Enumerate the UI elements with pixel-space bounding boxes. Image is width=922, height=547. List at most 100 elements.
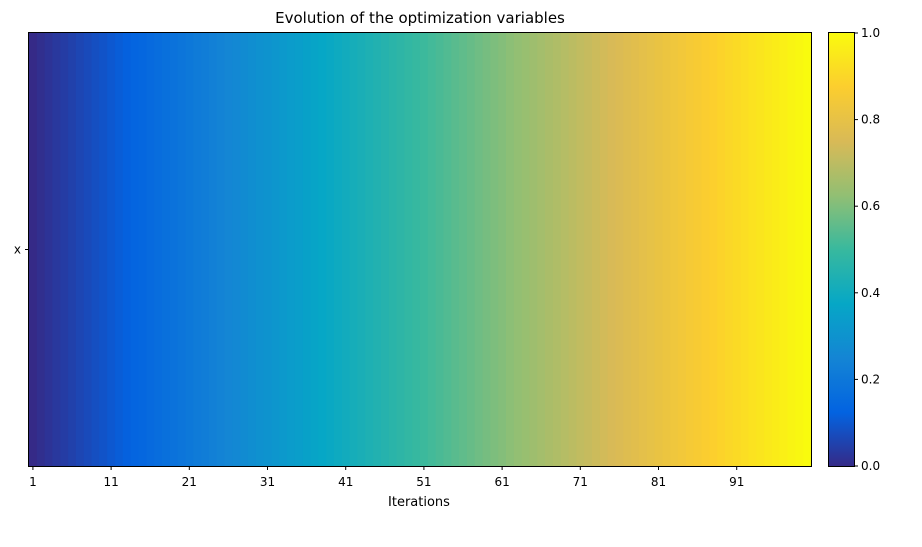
heatmap-cell xyxy=(44,33,54,466)
heatmap-cell xyxy=(756,33,765,466)
y-axis-ticks: x xyxy=(14,243,29,257)
heatmap-cell xyxy=(287,33,296,466)
heatmap-cell xyxy=(146,33,155,466)
heatmap-cell xyxy=(693,33,703,466)
x-tick-label: 31 xyxy=(260,475,275,489)
heatmap-cell xyxy=(685,33,695,466)
heatmap-cell xyxy=(185,33,194,466)
heatmap-cell xyxy=(388,33,398,466)
heatmap-cell xyxy=(216,33,226,466)
x-tick-label: 21 xyxy=(182,475,197,489)
colorbar-tick-label: 0.0 xyxy=(861,459,880,473)
heatmap-cell xyxy=(60,33,69,466)
heatmap-cell xyxy=(513,33,523,466)
heatmap-cell xyxy=(396,33,405,466)
heatmap-cell xyxy=(537,33,546,466)
heatmap-cell xyxy=(333,33,343,466)
heatmap-cell xyxy=(568,33,577,466)
x-axis-label: Iterations xyxy=(388,495,450,510)
x-tick-label: 41 xyxy=(338,475,353,489)
heatmap-cell xyxy=(255,33,265,466)
y-tick-label: x xyxy=(14,243,21,257)
x-tick-label: 1 xyxy=(29,475,37,489)
x-tick-label: 81 xyxy=(651,475,666,489)
heatmap-cell xyxy=(552,33,562,466)
heatmap-cell xyxy=(545,33,554,466)
heatmap-cell xyxy=(451,33,460,466)
x-tick-label: 51 xyxy=(416,475,431,489)
heatmap-cell xyxy=(412,33,421,466)
heatmap-cell xyxy=(154,33,163,466)
heatmap-cell xyxy=(740,33,750,466)
x-tick-label: 61 xyxy=(494,475,509,489)
colorbar-tick-label: 0.8 xyxy=(861,113,880,127)
heatmap-cell xyxy=(521,33,531,466)
heatmap-cell xyxy=(646,33,656,466)
heatmap-cell xyxy=(795,33,804,466)
heatmap-cell xyxy=(771,33,781,466)
heatmap-cell xyxy=(709,33,718,466)
colorbar xyxy=(828,32,855,467)
heatmap-cell xyxy=(365,33,374,466)
heatmap-cell xyxy=(91,33,100,466)
heatmap-cell xyxy=(373,33,382,466)
heatmap-cell xyxy=(294,33,304,466)
heatmap-cell xyxy=(302,33,312,466)
heatmap-cell xyxy=(459,33,468,466)
x-tick-label: 71 xyxy=(573,475,588,489)
heatmap-cell xyxy=(99,33,108,466)
heatmap-cell xyxy=(29,33,38,466)
heatmap-cell xyxy=(474,33,484,466)
heatmap-cell xyxy=(607,33,617,466)
heatmap-cell xyxy=(130,33,140,466)
colorbar-ticks: 0.0 0.2 0.4 0.6 0.8 1.0 xyxy=(854,26,880,473)
heatmap-cell xyxy=(498,33,507,466)
heatmap-cell xyxy=(115,33,124,466)
colorbar-tick-label: 0.2 xyxy=(861,372,880,386)
heatmap-cell xyxy=(701,33,710,466)
heatmap-cell xyxy=(482,33,491,466)
heatmap-cell xyxy=(560,33,570,466)
heatmap-cell xyxy=(662,33,671,466)
heatmap-cell xyxy=(240,33,249,466)
heatmap-cell xyxy=(208,33,218,466)
colorbar-tick-label: 0.4 xyxy=(861,286,880,300)
heatmap-cell xyxy=(341,33,351,466)
x-tick-label: 91 xyxy=(729,475,744,489)
heatmap-cell xyxy=(318,33,327,466)
heatmap-cell xyxy=(224,33,233,466)
heatmap-cell xyxy=(724,33,734,466)
heatmap-cell xyxy=(349,33,359,466)
heatmap-cell xyxy=(623,33,632,466)
heatmap-cell xyxy=(717,33,726,466)
heatmap-cell xyxy=(670,33,679,466)
heatmap-cell xyxy=(161,33,171,466)
heatmap-cell xyxy=(638,33,648,466)
heatmap-cell xyxy=(599,33,609,466)
heatmap-cell xyxy=(122,33,132,466)
heatmap-cell xyxy=(357,33,366,466)
heatmap-cell xyxy=(466,33,476,466)
heatmap-cell xyxy=(779,33,789,466)
heatmap-cell xyxy=(169,33,179,466)
heatmap-cell xyxy=(576,33,585,466)
heatmap-cell xyxy=(787,33,796,466)
heatmap-cell xyxy=(678,33,687,466)
colorbar-tick-label: 1.0 xyxy=(861,26,880,40)
heatmap-cell xyxy=(83,33,93,466)
x-tick-label: 11 xyxy=(103,475,118,489)
heatmap-cell xyxy=(177,33,186,466)
heatmap-cell xyxy=(263,33,273,466)
heatmap-cell xyxy=(232,33,241,466)
heatmap-cell xyxy=(52,33,61,466)
heatmap-cell xyxy=(732,33,742,466)
heatmap-cell xyxy=(490,33,499,466)
heatmap-cell xyxy=(310,33,319,466)
heatmap-cell xyxy=(36,33,46,466)
heatmap-cell xyxy=(75,33,85,466)
heatmap-cell xyxy=(529,33,538,466)
heatmap-cell xyxy=(326,33,335,466)
heatmap-cell xyxy=(404,33,413,466)
heatmap-cell xyxy=(427,33,437,466)
